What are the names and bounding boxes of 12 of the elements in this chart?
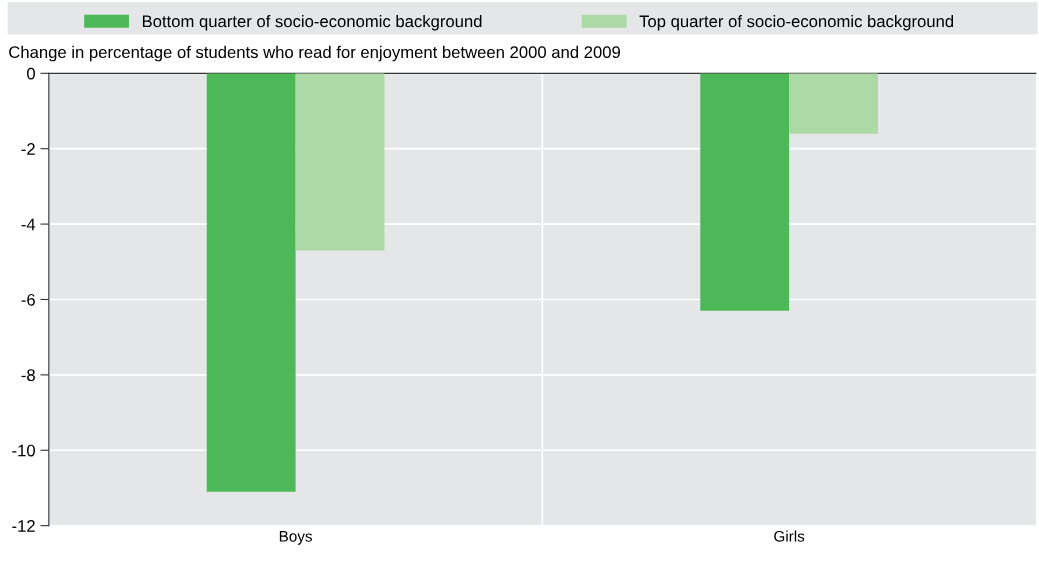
y-tick-label: 0: [27, 67, 35, 80]
y-tick-label: -10: [12, 444, 35, 457]
y-tick-label: -8: [21, 369, 35, 382]
x-tick-label: Girls: [774, 530, 805, 542]
legend-label: Top quarter of socio-economic background: [639, 15, 954, 31]
y-axis-title: Change in percentage of students who read for enjoyment between 2000 and 2009: [9, 45, 620, 62]
y-tick-label: -6: [21, 293, 35, 306]
y-tick-label: -12: [12, 520, 35, 532]
y-tick-label: -4: [21, 218, 36, 231]
x-tick-label: Boys: [279, 531, 313, 545]
y-tick-label: -2: [21, 143, 35, 155]
legend-label: Bottom quarter of socio-economic background: [142, 15, 482, 31]
